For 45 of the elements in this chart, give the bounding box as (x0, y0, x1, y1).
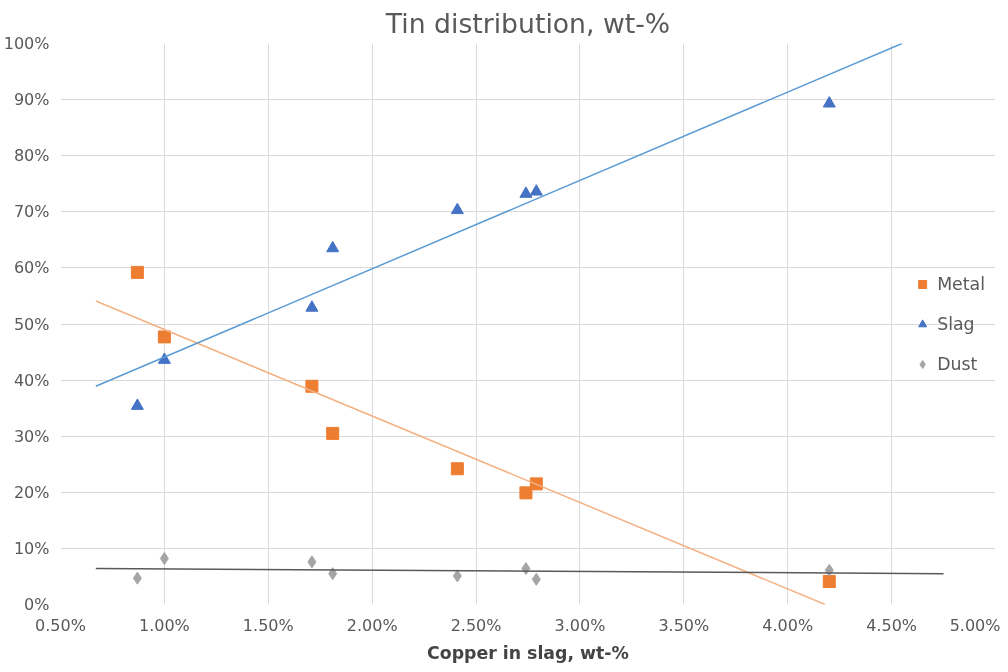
point (450, 202, 464, 215)
legend-label: Slag (937, 313, 975, 334)
point (452, 569, 462, 583)
point (305, 300, 319, 312)
point (519, 186, 533, 198)
x-tick-label: 4.50% (866, 615, 918, 635)
point (450, 462, 464, 476)
legend-label: Dust (937, 353, 978, 374)
y-tick-label: 70% (13, 202, 50, 222)
y-tick-label: 30% (13, 426, 50, 446)
x-tick-label: 1.50% (242, 615, 294, 635)
x-tick-label: 2.00% (346, 615, 398, 635)
x-tick-label: 3.00% (554, 615, 606, 635)
y-tick-label: 90% (13, 90, 50, 110)
point (531, 572, 541, 586)
point (130, 265, 144, 279)
y-tick-label: 50% (13, 314, 50, 334)
point (307, 555, 317, 569)
x-tick-label: 0.50% (35, 615, 86, 635)
legend-label: Metal (937, 273, 985, 294)
point (822, 575, 836, 588)
y-tick-label: 100% (3, 34, 50, 53)
y-tick-label: 60% (13, 258, 50, 278)
chart-title: Tin distribution, wt-% (384, 7, 671, 39)
point (326, 426, 340, 440)
point (130, 398, 144, 410)
y-tick-label: 40% (13, 370, 50, 390)
point (132, 571, 142, 585)
point (822, 96, 836, 108)
point (529, 184, 543, 196)
x-axis-title: Copper in slag, wt-% (427, 642, 629, 663)
point (159, 552, 169, 565)
x-tick-label: 4.00% (762, 615, 814, 635)
point (519, 486, 533, 500)
x-tick-label: 1.00% (138, 615, 190, 635)
y-tick-label: 20% (13, 482, 50, 502)
x-tick-label: 2.50% (450, 615, 502, 635)
x-tick-label: 5.00% (949, 615, 1001, 635)
x-tick-label: 3.50% (658, 615, 710, 635)
point (326, 240, 340, 253)
y-tick-label: 10% (13, 538, 50, 558)
point (305, 379, 319, 393)
y-tick-label: 0% (24, 595, 50, 614)
point (157, 330, 171, 344)
y-tick-label: 80% (13, 146, 50, 166)
